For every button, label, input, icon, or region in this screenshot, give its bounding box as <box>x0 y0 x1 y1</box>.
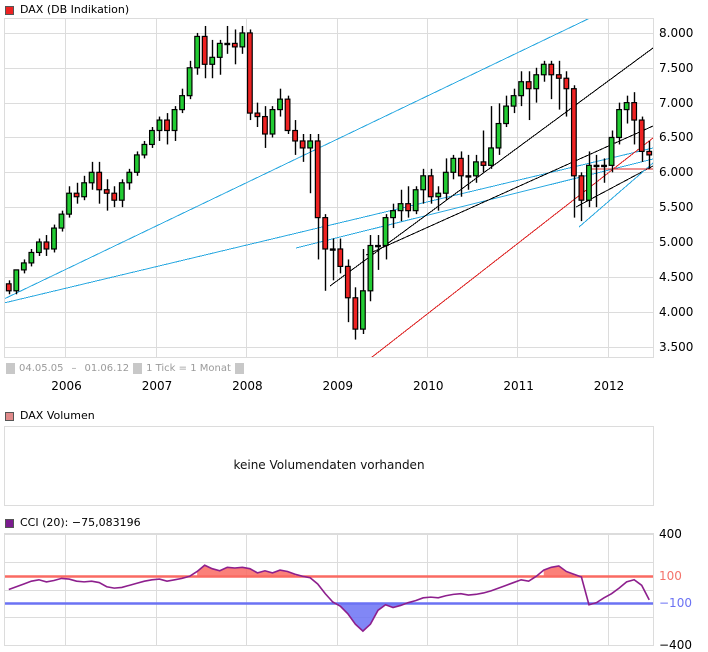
range-from: 04.05.05 <box>19 363 64 374</box>
price-y-tick: 6.500 <box>659 130 694 145</box>
price-y-tick: 7.500 <box>659 60 694 75</box>
range-divider-0 <box>6 363 15 374</box>
candlestick-svg <box>5 19 653 357</box>
date-range-bar: 04.05.05 – 01.06.12 1 Tick = 1 Monat <box>6 362 244 375</box>
range-dash: – <box>71 363 77 374</box>
price-x-tick: 2008 <box>232 379 263 393</box>
volume-legend-label: DAX Volumen <box>20 409 95 422</box>
no-volume-message: keine Volumendaten vorhanden <box>233 458 425 472</box>
cci-y-tick: 100 <box>659 568 682 583</box>
price-x-tick: 2011 <box>503 379 534 393</box>
price-legend-swatch <box>5 5 14 15</box>
cci-legend-label: CCI (20): −75,083196 <box>20 516 141 529</box>
price-y-tick: 8.000 <box>659 25 694 40</box>
price-panel-legend: DAX (DB Indikation) <box>5 4 129 16</box>
volume-chart-plot[interactable]: keine Volumendaten vorhanden <box>4 426 654 506</box>
volume-legend-swatch <box>5 411 14 421</box>
price-x-tick: 2009 <box>322 379 354 393</box>
cci-y-tick: −100 <box>659 596 692 611</box>
price-x-tick: 2010 <box>412 379 444 393</box>
cci-panel-legend: CCI (20): −75,083196 <box>5 517 141 529</box>
price-y-tick: 4.500 <box>659 269 694 284</box>
price-y-tick: 3.500 <box>659 339 694 354</box>
price-chart-plot[interactable] <box>4 18 654 358</box>
price-x-tick: 2006 <box>51 379 82 393</box>
range-divider-2 <box>234 363 244 374</box>
price-y-tick: 5.500 <box>659 200 694 215</box>
price-y-tick: 5.000 <box>659 235 694 249</box>
price-y-tick: 6.000 <box>659 165 694 180</box>
price-x-tick: 2007 <box>141 379 173 393</box>
range-to: 01.06.12 <box>84 363 130 374</box>
price-x-tick: 2012 <box>593 379 625 393</box>
cci-y-tick: −400 <box>659 638 692 652</box>
price-y-tick: 4.000 <box>659 304 694 319</box>
cci-y-tick: 400 <box>659 527 682 541</box>
tick-info: 1 Tick = 1 Monat <box>146 363 231 374</box>
cci-svg <box>5 534 653 645</box>
price-legend-label: DAX (DB Indikation) <box>20 3 130 16</box>
volume-panel-legend: DAX Volumen <box>5 410 95 422</box>
price-y-tick: 7.000 <box>659 95 694 110</box>
cci-legend-swatch <box>5 518 14 528</box>
range-divider-1 <box>133 363 143 374</box>
cci-chart-plot[interactable] <box>4 533 654 646</box>
